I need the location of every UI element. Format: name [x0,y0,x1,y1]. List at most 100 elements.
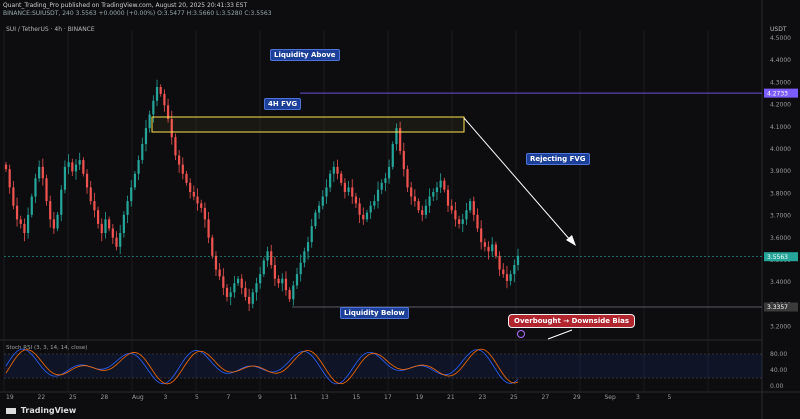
candle-body [317,205,321,213]
candle-body [222,276,225,288]
candle-body [152,100,155,115]
candle-body [358,203,361,215]
candle-body [74,164,78,172]
candle-body [343,182,346,192]
candle-body [96,210,100,224]
candle-body [119,233,122,247]
time-tick-label: 3 [164,394,168,401]
candle-body [380,182,383,190]
candle-body [424,205,428,215]
candle-body [155,87,159,101]
price-tick-label: 3.9000 [770,168,791,175]
time-tick-label: 21 [447,394,455,401]
candle-body [89,187,92,202]
candle-body [310,226,313,243]
price-tick-label: 3.8000 [770,190,791,197]
candle-body [23,223,26,234]
candle-body [509,274,512,281]
candle-body [362,214,365,220]
candle-body [306,242,310,252]
price-tick-label: 4.2000 [770,102,791,109]
time-tick-label: 27 [542,394,550,401]
candle-body [170,118,173,138]
candle-body [236,278,240,284]
projection-arrow-line [463,117,572,242]
candle-body [480,228,483,243]
price-tick-label: 4.3000 [770,79,791,86]
downside-bias-label: Overbought → Downside Bias [508,314,636,328]
candle-body [244,287,247,297]
candle-body [126,201,129,215]
candle-body [71,162,74,172]
candle-body [336,166,339,174]
time-tick-label: 5 [668,394,672,401]
candle-body [288,290,291,300]
fvg-label: 4H FVG [264,98,302,110]
candle-body [347,187,350,192]
candle-body [469,201,472,211]
candle-body [446,189,450,206]
candle-body [207,219,210,238]
symbol-legend[interactable]: SUI / TetherUS · 4h · BINANCE [6,26,95,33]
price-tick-label: 3.7000 [770,213,791,220]
candle-body [38,166,41,179]
candle-body [26,214,30,234]
time-tick-label: 25 [510,394,518,401]
stoch-band [4,354,762,378]
candle-body [185,173,188,183]
rejecting-fvg-label: Rejecting FVG [526,153,590,165]
price-tick-label: 4.0000 [770,146,791,153]
candle-body [494,244,498,256]
candle-body [225,287,229,297]
candle-body [329,173,332,188]
candle-body [233,283,236,293]
candle-body [93,201,96,211]
candle-body [15,205,19,220]
candle-body [369,205,372,213]
candle-body [376,189,380,202]
candle-body [41,166,44,179]
candle-body [491,244,494,252]
candle-body [299,262,302,275]
candle-body [513,264,516,275]
price-tag-label: 3.5563 [767,254,788,261]
candle-body [354,196,358,204]
time-tick-label: 7 [227,394,231,401]
candle-body [457,219,461,224]
candle-body [266,251,269,261]
candle-body [410,187,413,197]
candle-body [314,212,317,227]
candle-body [321,196,324,206]
candle-body [248,296,251,304]
candle-body [332,166,335,174]
candle-body [461,219,464,224]
candle-body [351,187,354,197]
tradingview-logo-icon [6,407,16,414]
liquidity-below-label: Liquidity Below [340,307,409,319]
candle-body [30,196,33,215]
time-tick-label: 15 [353,394,361,401]
candle-body [60,189,63,215]
time-tick-label: 19 [416,394,424,401]
candle-body [428,196,431,206]
candle-body [19,219,22,224]
candle-body [395,128,398,145]
candle-body [178,155,181,165]
candle-body [251,292,254,304]
stoch-tick-label: 0.00 [770,383,784,390]
candle-body [133,173,137,188]
candle-body [8,169,11,188]
candle-body [137,160,140,174]
bias-marker-icon [517,330,525,338]
candle-body [284,278,288,291]
time-tick-label: 25 [69,394,77,401]
candle-body [439,180,442,188]
candle-body [34,178,37,197]
time-tick-label: 5 [195,394,199,401]
stoch-tick-label: 80.00 [770,351,787,358]
candle-body [52,219,55,229]
time-tick-label: 22 [38,394,46,401]
candle-body [255,283,258,293]
candle-body [192,191,195,197]
